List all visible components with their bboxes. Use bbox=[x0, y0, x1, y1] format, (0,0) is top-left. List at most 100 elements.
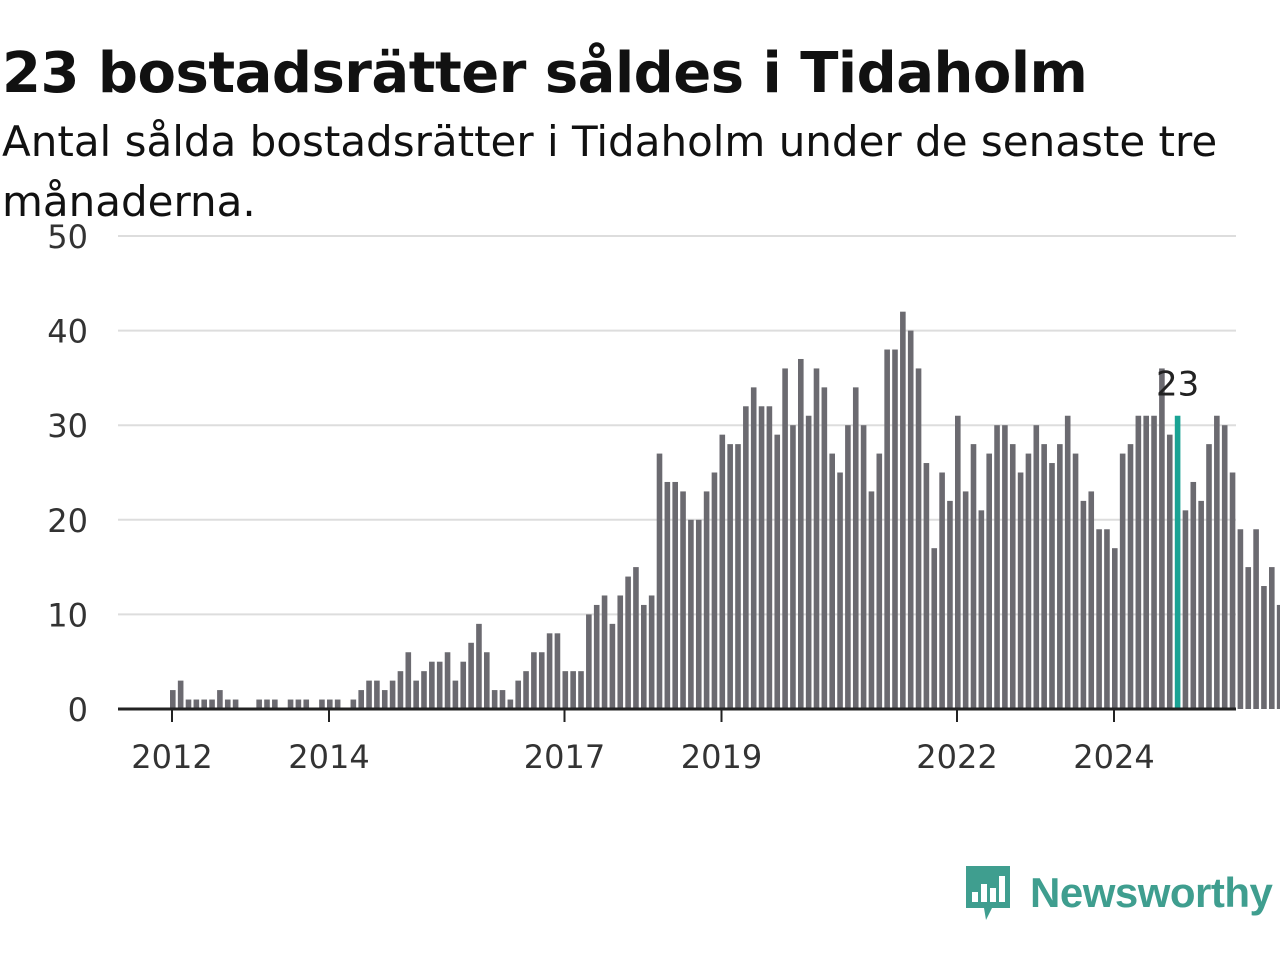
bar bbox=[499, 690, 506, 709]
bar bbox=[743, 406, 749, 709]
bar bbox=[845, 425, 851, 709]
bar bbox=[1253, 529, 1259, 709]
bar bbox=[334, 699, 341, 709]
bar bbox=[287, 699, 294, 709]
highlight-data-label: 23 bbox=[1156, 365, 1199, 405]
bar bbox=[939, 472, 945, 709]
logo-text: Newsworthy bbox=[1030, 869, 1273, 916]
bar bbox=[829, 453, 835, 709]
y-tick-label: 0 bbox=[68, 691, 88, 729]
bar bbox=[476, 623, 482, 709]
bar bbox=[295, 699, 302, 709]
y-tick-label: 30 bbox=[47, 407, 88, 445]
bar bbox=[224, 699, 231, 709]
bar bbox=[923, 463, 930, 709]
bar bbox=[790, 425, 796, 709]
bar bbox=[554, 633, 561, 709]
bar bbox=[374, 680, 380, 709]
bar bbox=[201, 699, 207, 709]
bar bbox=[868, 491, 875, 709]
bar bbox=[405, 652, 412, 709]
y-tick-label: 10 bbox=[47, 596, 88, 634]
bar bbox=[994, 425, 1000, 709]
bar bbox=[350, 699, 357, 709]
bar bbox=[1135, 415, 1142, 709]
bar bbox=[656, 453, 663, 709]
bar bbox=[209, 699, 215, 709]
x-tick-label: 2014 bbox=[288, 738, 369, 776]
bar bbox=[484, 652, 490, 709]
bar bbox=[578, 671, 584, 709]
bar bbox=[1190, 481, 1197, 709]
bar bbox=[1221, 425, 1228, 709]
bar bbox=[327, 699, 333, 709]
bar bbox=[1159, 368, 1165, 709]
bar bbox=[1002, 425, 1008, 709]
bar bbox=[170, 690, 176, 709]
bar bbox=[1041, 444, 1047, 709]
bar bbox=[1025, 453, 1032, 709]
x-tick-label: 2022 bbox=[916, 738, 997, 776]
bar bbox=[750, 387, 757, 709]
bar bbox=[766, 406, 773, 709]
bar bbox=[1229, 472, 1236, 709]
bar bbox=[507, 699, 514, 709]
bar bbox=[892, 349, 898, 709]
bar bbox=[429, 661, 435, 709]
bar bbox=[609, 623, 616, 709]
bar bbox=[193, 699, 200, 709]
bar bbox=[758, 406, 765, 709]
bar bbox=[381, 690, 388, 709]
bar bbox=[617, 595, 624, 709]
bar bbox=[413, 680, 419, 709]
bar bbox=[947, 500, 953, 709]
x-tick-label: 2019 bbox=[681, 738, 762, 776]
bar bbox=[711, 472, 718, 709]
bar bbox=[538, 652, 545, 709]
bar bbox=[460, 661, 467, 709]
bar bbox=[452, 680, 459, 709]
bar bbox=[272, 699, 278, 709]
bar bbox=[1245, 567, 1252, 709]
bar bbox=[915, 368, 922, 709]
bar bbox=[782, 368, 788, 709]
bar bbox=[664, 481, 671, 709]
bar bbox=[491, 690, 498, 709]
bar bbox=[436, 661, 443, 709]
x-tick-label: 2024 bbox=[1073, 738, 1154, 776]
bar bbox=[468, 642, 474, 709]
bar bbox=[546, 633, 553, 709]
bar-chart-speech-bubble-icon bbox=[966, 866, 1010, 920]
bar bbox=[358, 690, 364, 709]
bar bbox=[1269, 567, 1275, 709]
bar bbox=[562, 671, 569, 709]
y-tick-label: 50 bbox=[47, 218, 88, 256]
bar bbox=[1064, 415, 1071, 709]
chart-title: 23 bostadsrätter såldes i Tidaholm bbox=[2, 41, 1088, 106]
bar bbox=[1009, 444, 1016, 709]
bar bbox=[1088, 491, 1095, 709]
bar bbox=[805, 415, 812, 709]
bar bbox=[1143, 415, 1149, 709]
bar bbox=[1080, 500, 1087, 709]
bar bbox=[1057, 444, 1063, 709]
bar bbox=[1237, 529, 1244, 709]
bar bbox=[970, 444, 977, 709]
bar bbox=[813, 368, 820, 709]
bar bbox=[319, 699, 325, 709]
y-tick-label: 20 bbox=[47, 502, 88, 540]
bar bbox=[688, 519, 694, 709]
bar bbox=[774, 434, 781, 709]
bar bbox=[798, 358, 804, 709]
bar bbox=[389, 680, 396, 709]
bar bbox=[735, 444, 741, 709]
bar bbox=[1096, 529, 1102, 709]
bar bbox=[852, 387, 859, 709]
bar bbox=[837, 472, 843, 709]
bar bbox=[1261, 586, 1267, 709]
bar bbox=[821, 387, 828, 709]
bar bbox=[703, 491, 710, 709]
bar bbox=[931, 548, 938, 709]
bar bbox=[303, 699, 310, 709]
